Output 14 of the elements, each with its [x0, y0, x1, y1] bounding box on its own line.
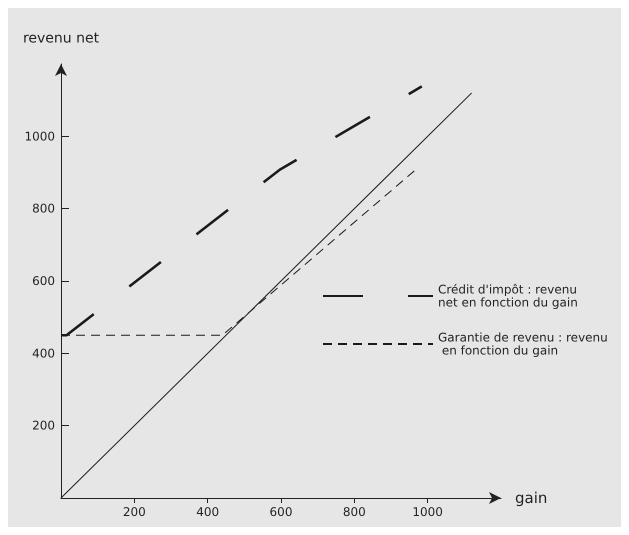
x-tick-label: 600	[270, 505, 292, 519]
y-tick-label: 800	[32, 202, 55, 216]
x-axis-title: gain	[515, 489, 548, 507]
x-tick-label: 1000	[412, 505, 443, 519]
y-tick-label: 1000	[24, 129, 55, 144]
x-tick-label: 800	[342, 505, 366, 519]
y-tick-label: 600	[32, 274, 55, 288]
y-axis-title: revenu net	[22, 30, 100, 46]
x-tick-label: 400	[196, 505, 220, 519]
text: Crédit d'impôt : revenu net en fonction du gain	[438, 282, 581, 310]
x-tick-label: 200	[122, 505, 146, 519]
y-tick-label: 400	[32, 346, 55, 360]
text: Garantie de revenu : revenu en fonction du gain	[438, 330, 608, 358]
y-tick-label: 200	[32, 418, 55, 433]
